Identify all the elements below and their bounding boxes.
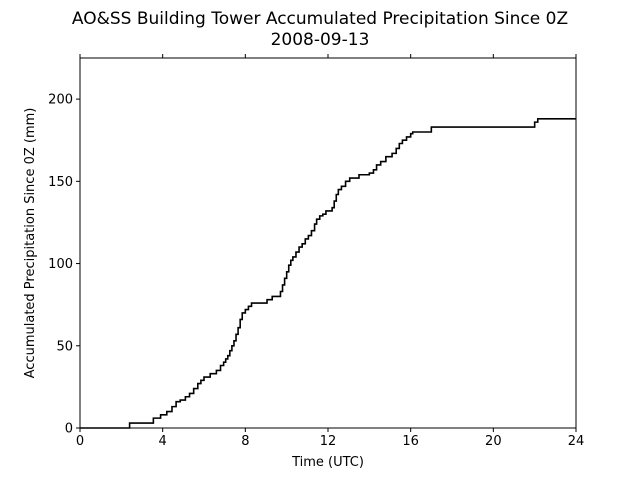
- x-tick-label: 24: [568, 434, 585, 449]
- y-tick-label: 0: [65, 422, 73, 437]
- x-tick-label: 4: [159, 434, 167, 449]
- y-tick-label: 150: [48, 175, 73, 190]
- x-tick-label: 8: [241, 434, 249, 449]
- x-tick-label: 16: [402, 434, 419, 449]
- y-tick-label: 200: [48, 93, 73, 108]
- x-tick-label: 12: [320, 434, 337, 449]
- x-axis-label: Time (UTC): [291, 455, 364, 470]
- y-tick-label: 50: [56, 339, 73, 354]
- chart-subtitle: 2008-09-13: [271, 30, 370, 50]
- y-tick-label: 100: [48, 257, 73, 272]
- x-tick-label: 0: [76, 434, 84, 449]
- axis-ticks: 0 4 8 12 16 20 24 0 50 100 150 200: [48, 54, 584, 449]
- chart-title: AO&SS Building Tower Accumulated Precipi…: [72, 9, 568, 29]
- x-tick-label: 20: [485, 434, 502, 449]
- y-axis-label: Accumulated Precipitation Since 0Z (mm): [23, 108, 38, 379]
- plot-area-frame: [79, 57, 577, 429]
- precipitation-series-line: [80, 118, 576, 429]
